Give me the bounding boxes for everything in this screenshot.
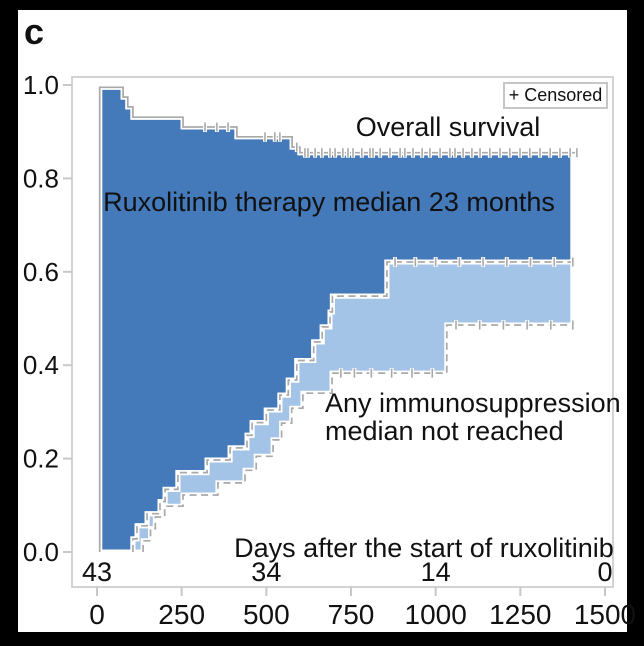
at-risk-count: 0: [597, 557, 612, 587]
immunosuppression-label-line2: median not reached: [325, 416, 564, 446]
x-tick-label: 0: [89, 599, 105, 630]
immunosuppression-boundary-curve: [142, 324, 573, 552]
censored-legend: + Censored: [503, 82, 608, 109]
y-tick-label: 0.8: [23, 163, 59, 193]
y-tick-label: 0.4: [23, 350, 59, 380]
y-tick-label: 0.2: [23, 444, 59, 474]
at-risk-count: 14: [421, 557, 451, 587]
ruxolitinib-median-label: Ruxolitinib therapy median 23 months: [103, 187, 555, 217]
x-tick-label: 1000: [405, 599, 467, 630]
panel-label: c: [24, 11, 45, 52]
y-tick-label: 0.0: [23, 537, 59, 567]
x-tick-label: 750: [328, 599, 375, 630]
x-tick-label: 1500: [574, 599, 636, 630]
x-tick-label: 500: [243, 599, 290, 630]
x-axis-note: Days after the start of ruxolitinib: [234, 533, 614, 563]
immunosuppression-median-label: Any immunosuppression median not reached: [325, 389, 621, 445]
censored-legend-label: + Censored: [508, 85, 603, 105]
x-tick-label: 1250: [489, 599, 551, 630]
overall-survival-label: Overall survival: [355, 112, 541, 142]
immunosuppression-label-line1: Any immunosuppression: [325, 388, 621, 418]
x-tick-label: 250: [158, 599, 205, 630]
at-risk-count: 34: [251, 557, 281, 587]
y-tick-label: 0.6: [23, 257, 59, 287]
ruxolitinib-therapy-area: [99, 87, 573, 553]
overall-survival-curve: [98, 86, 577, 552]
at-risk-count: 43: [82, 557, 112, 587]
plot-border: [71, 76, 614, 588]
y-tick-label: 1.0: [23, 70, 59, 100]
ruxolitinib-boundary-curve: [132, 261, 573, 552]
